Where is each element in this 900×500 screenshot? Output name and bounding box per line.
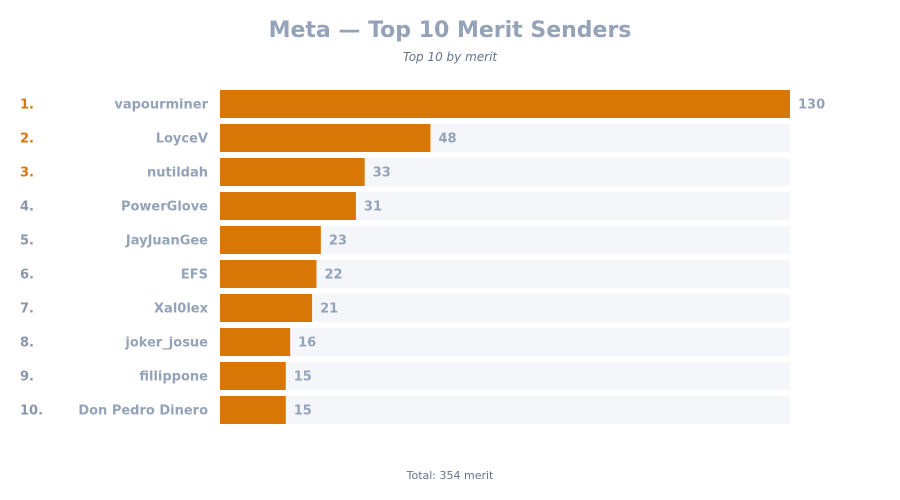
- rank-label: 9.: [20, 370, 34, 385]
- value-label: 48: [438, 132, 456, 147]
- bar-track: [220, 328, 790, 356]
- category-label: fillippone: [139, 370, 208, 385]
- rank-label: 5.: [20, 234, 34, 249]
- bar: [220, 260, 317, 288]
- bar: [220, 90, 790, 118]
- bar: [220, 362, 286, 390]
- rank-label: 6.: [20, 268, 34, 283]
- rank-label: 1.: [20, 98, 34, 113]
- rank-label: 8.: [20, 336, 34, 351]
- category-label: joker_josue: [124, 336, 208, 351]
- category-label: nutildah: [147, 166, 208, 181]
- value-label: 22: [324, 268, 342, 283]
- value-label: 21: [320, 302, 338, 317]
- rank-label: 3.: [20, 166, 34, 181]
- rank-label: 4.: [20, 200, 34, 215]
- rank-label: 10.: [20, 404, 43, 419]
- bar-track: [220, 362, 790, 390]
- bar: [220, 158, 365, 186]
- bar: [220, 396, 286, 424]
- value-label: 33: [373, 166, 391, 181]
- bar: [220, 124, 431, 152]
- category-label: Xal0lex: [154, 302, 209, 317]
- value-label: 15: [294, 370, 312, 385]
- category-label: PowerGlove: [121, 200, 208, 215]
- chart-subtitle: Top 10 by merit: [402, 50, 498, 64]
- category-label: Don Pedro Dinero: [78, 404, 208, 419]
- rank-label: 2.: [20, 132, 34, 147]
- category-label: JayJuanGee: [125, 234, 208, 249]
- value-label: 16: [298, 336, 316, 351]
- chart-footer: Total: 354 merit: [406, 469, 494, 482]
- bar: [220, 226, 321, 254]
- value-label: 130: [798, 98, 825, 113]
- bar-track: [220, 396, 790, 424]
- category-label: vapourminer: [114, 98, 208, 113]
- value-label: 23: [329, 234, 347, 249]
- value-label: 15: [294, 404, 312, 419]
- chart-title: Meta — Top 10 Merit Senders: [268, 18, 632, 43]
- bar: [220, 328, 291, 356]
- category-label: LoyceV: [156, 132, 208, 147]
- value-label: 31: [364, 200, 382, 215]
- bar-track: [220, 294, 790, 322]
- bar: [220, 192, 356, 220]
- bar: [220, 294, 313, 322]
- rank-label: 7.: [20, 302, 34, 317]
- category-label: EFS: [181, 268, 208, 283]
